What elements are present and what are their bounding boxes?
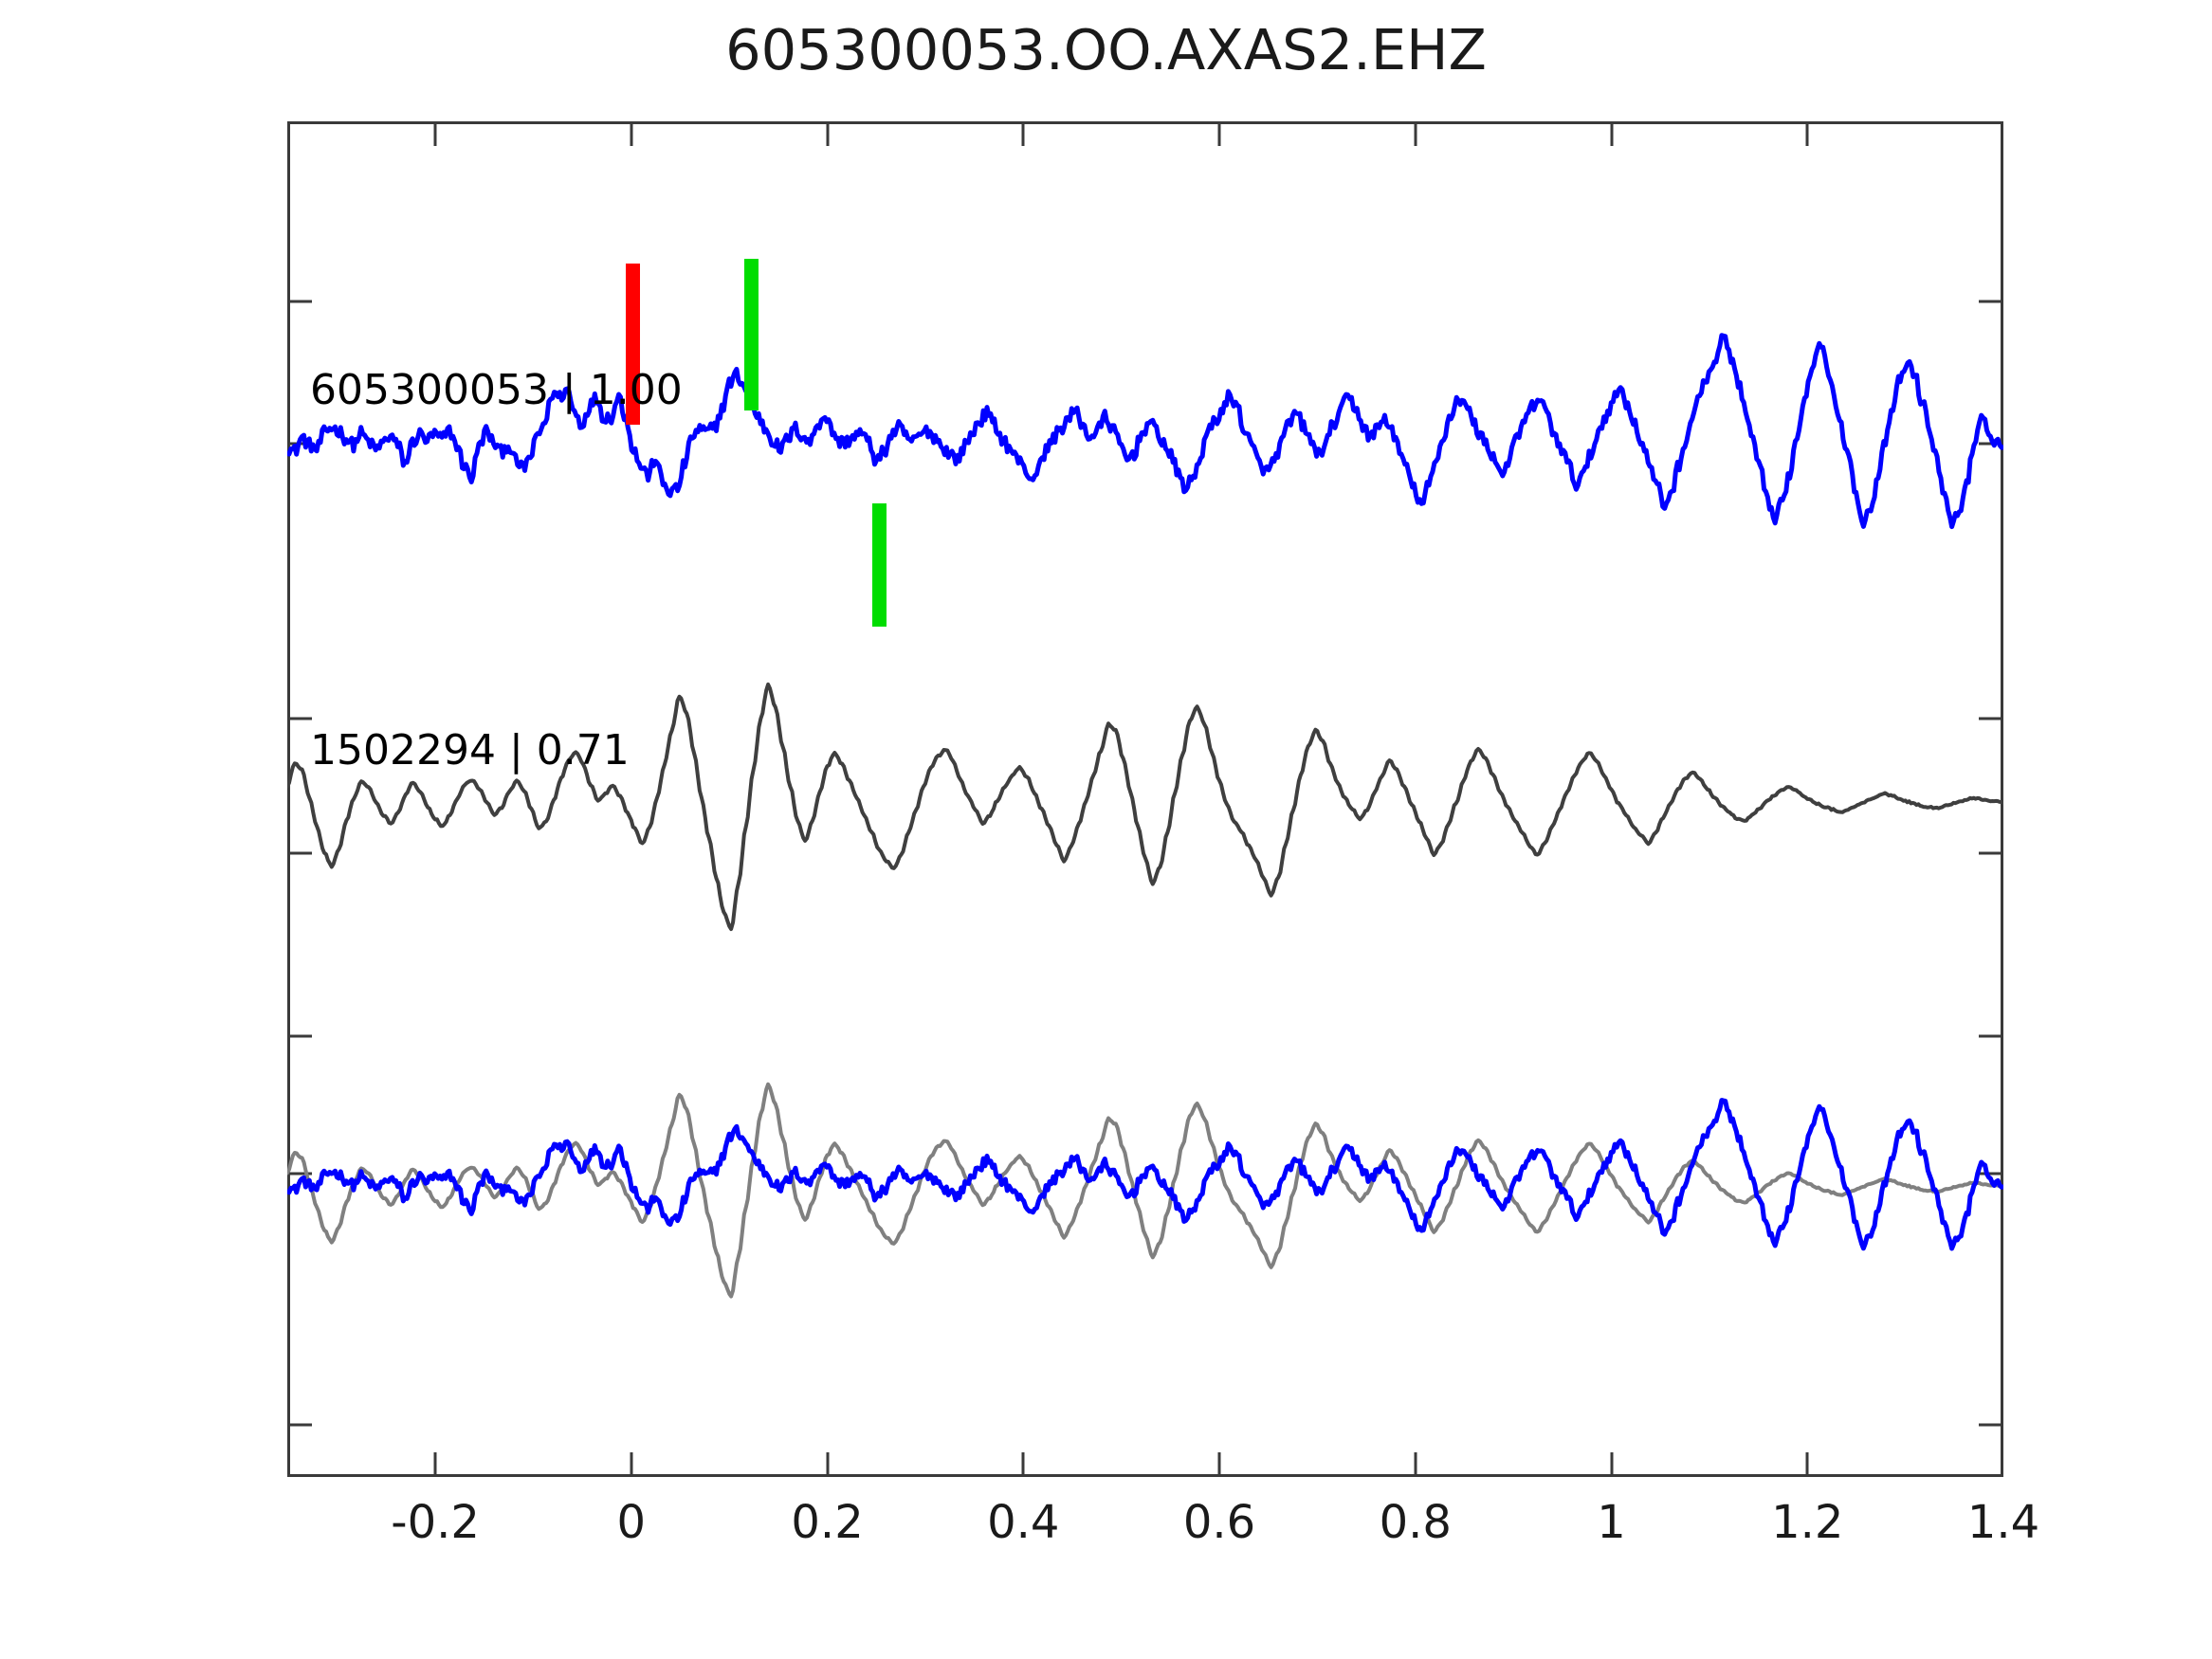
- pick-marker-green-trace2: [872, 503, 887, 627]
- x-tick-marks: [433, 1452, 1809, 1475]
- x-tick-label: 0.2: [791, 1496, 864, 1549]
- x-tick-label: 1.4: [1966, 1496, 2040, 1549]
- x-tick-label: 1.2: [1771, 1496, 1844, 1549]
- plot-area: 605300053 | 1.00 1502294 | 0.71: [287, 121, 2003, 1477]
- waveform-trace-1: [287, 333, 2003, 530]
- x-tick-label: 0.6: [1182, 1496, 1256, 1549]
- x-tick-label: 1: [1597, 1496, 1626, 1549]
- waveform-overlay-gray: [287, 1082, 2003, 1299]
- trace-label-template: 605300053 | 1.00: [310, 366, 683, 414]
- x-tick-label: 0.8: [1379, 1496, 1452, 1549]
- plot-frame: [287, 121, 2003, 1477]
- trace-label-match: 1502294 | 0.71: [310, 726, 630, 775]
- y-tick-marks-right: [1979, 300, 2002, 1427]
- x-tick-label: 0.4: [987, 1496, 1060, 1549]
- x-tick-label: -0.2: [391, 1496, 480, 1549]
- x-tick-marks-top: [433, 123, 1809, 146]
- pick-marker-red: [626, 264, 640, 425]
- waveform-trace-2: [287, 682, 2003, 932]
- waveform-overlay-blue: [287, 1098, 2003, 1251]
- page-title: 605300053.OO.AXAS2.EHZ: [725, 17, 1487, 82]
- waveform-plot: [287, 121, 2003, 1477]
- y-tick-marks: [289, 300, 312, 1427]
- x-tick-label: 0: [616, 1496, 647, 1549]
- pick-marker-green: [744, 259, 759, 410]
